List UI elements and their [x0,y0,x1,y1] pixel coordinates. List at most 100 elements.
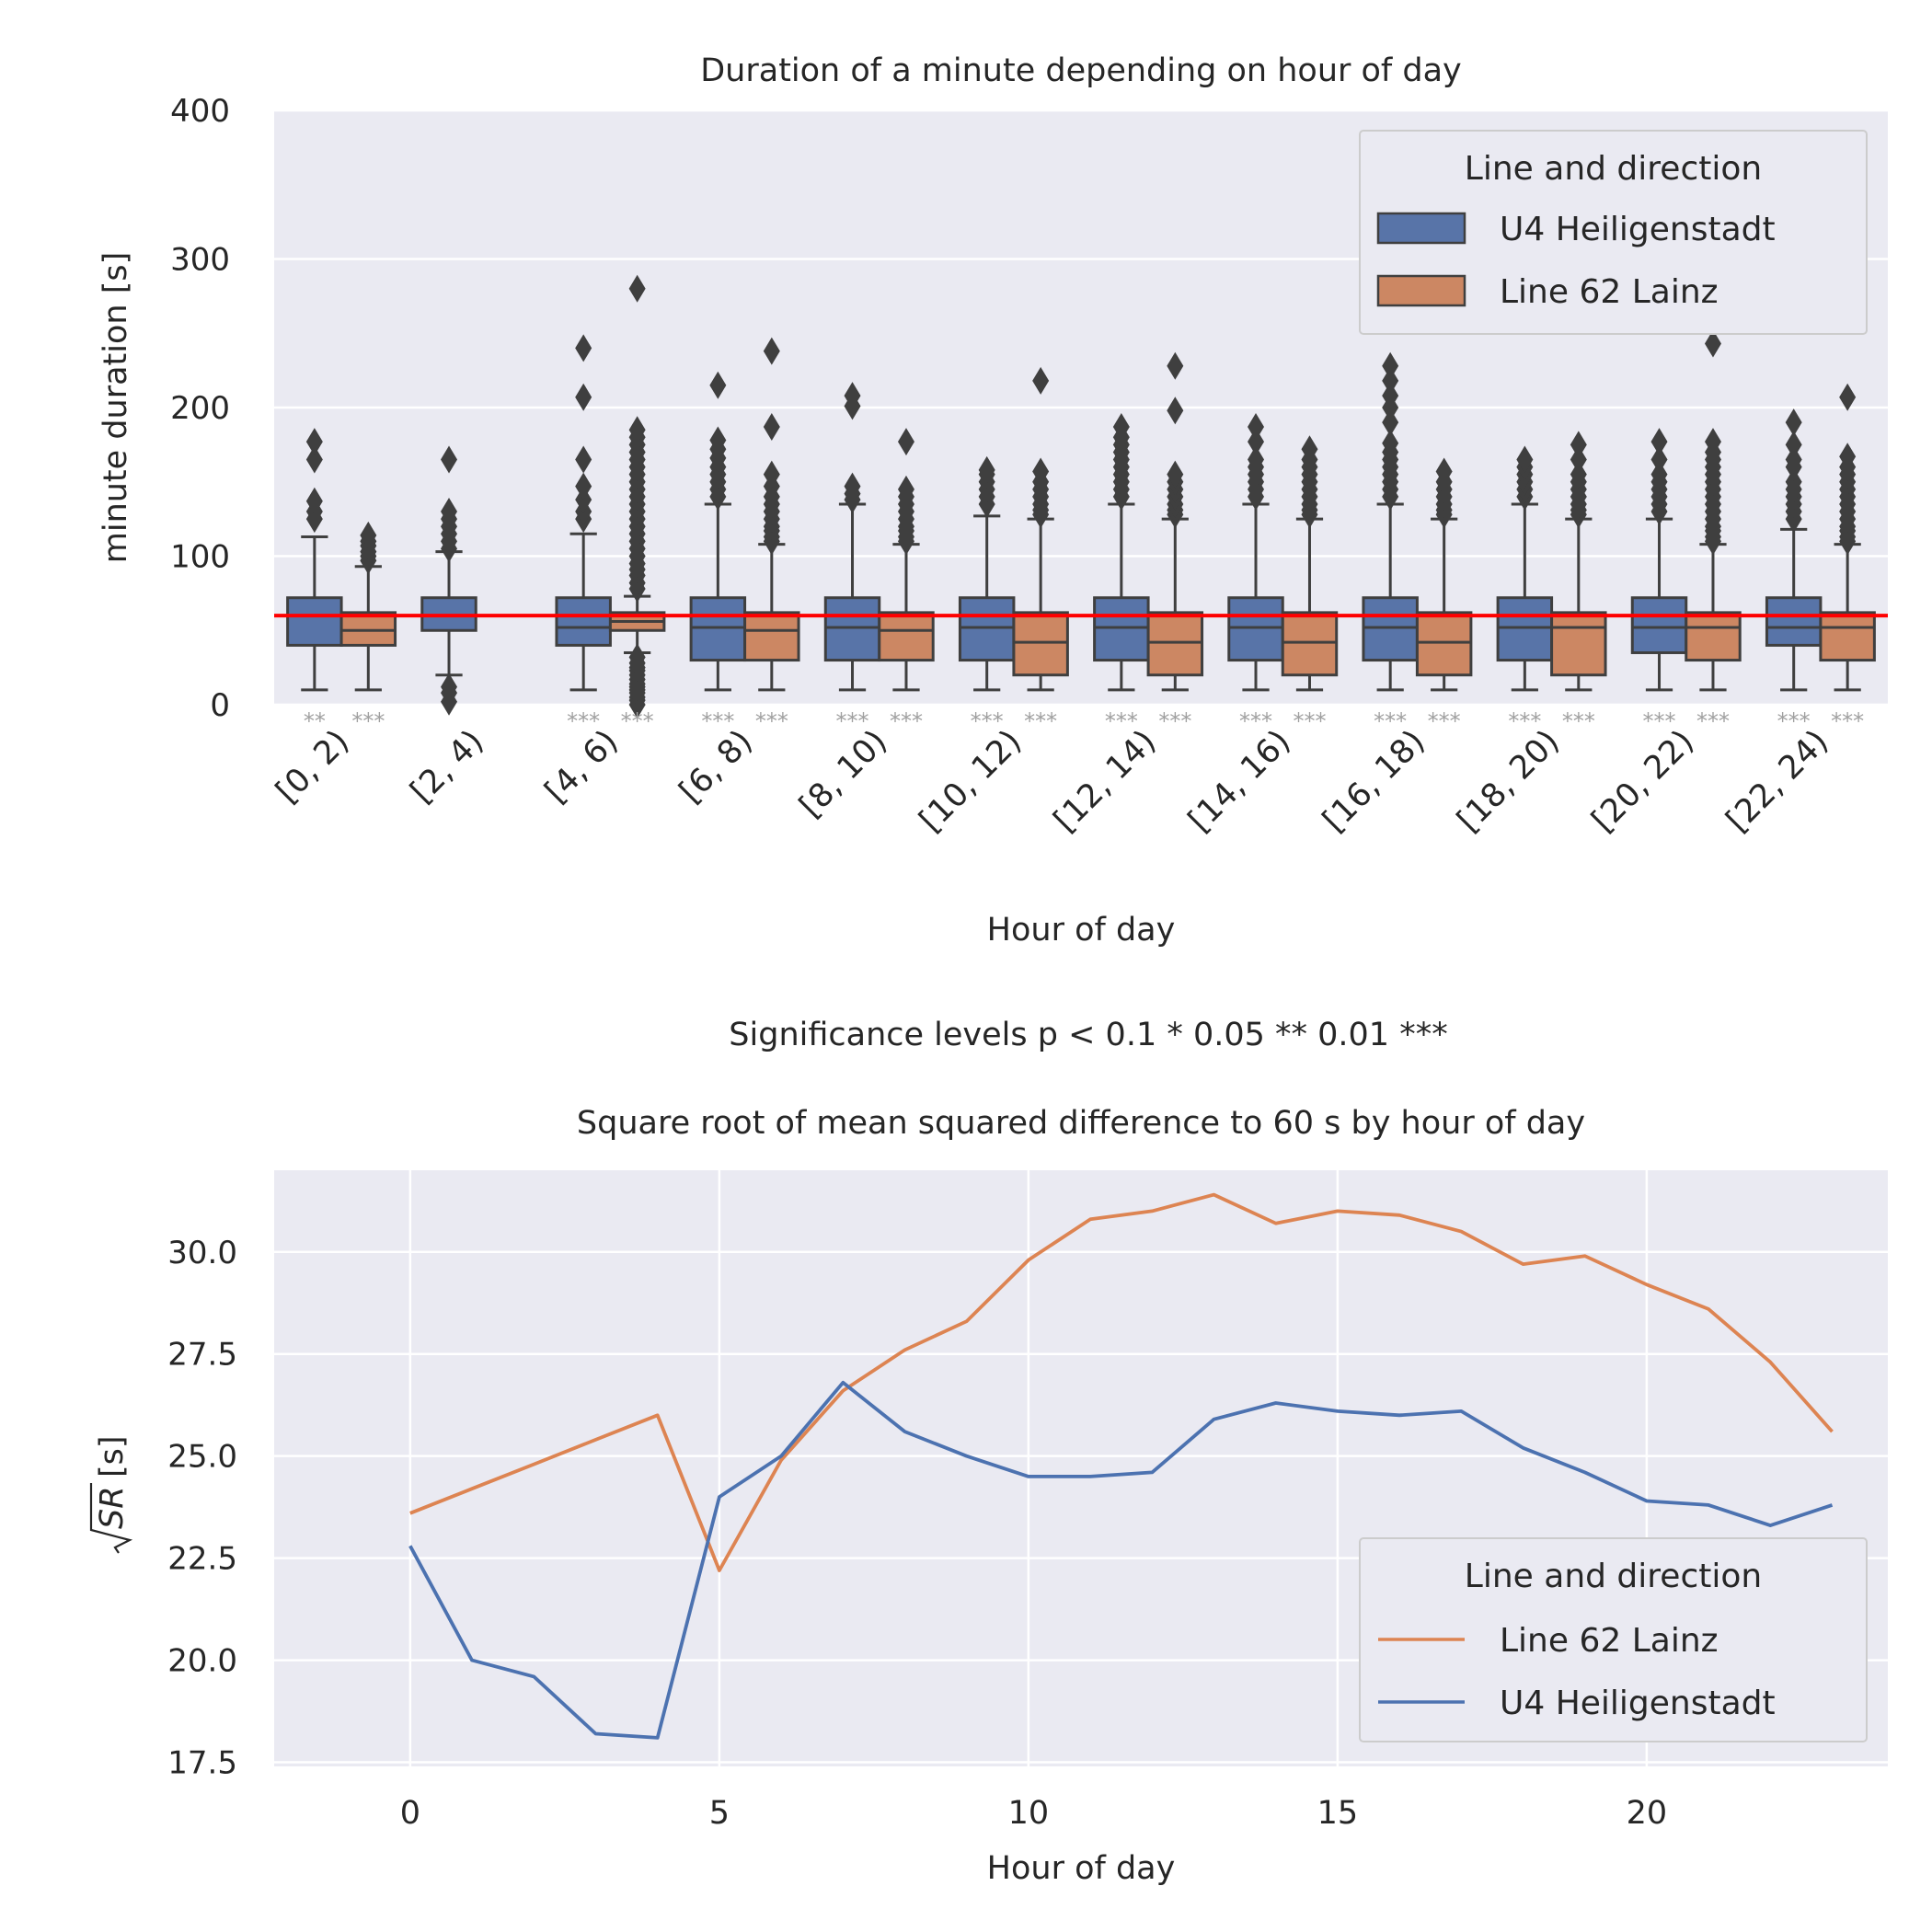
line-gridlines [274,1170,1888,1766]
box-u4 [1227,412,1284,692]
box-iqr [1550,611,1607,677]
box-outlier [1301,435,1318,464]
box-iqr [1765,596,1823,647]
significance-marker: *** [890,708,923,734]
line-x-tick-label: 10 [1008,1795,1050,1832]
box-outlier [897,428,914,456]
box-x-tick-label: [4, 6) [538,723,626,811]
box-outlier [305,487,323,515]
significance-marker: *** [836,708,869,734]
box-x-tick-label: [16, 18) [1316,723,1432,839]
box-iqr [1685,611,1742,662]
line-legend-frame [1359,1537,1868,1742]
box-line62 [1685,329,1742,692]
box-iqr [1362,596,1419,662]
box-iqr [743,611,800,662]
box-outlier [1248,445,1265,474]
box-outlier [1248,428,1265,456]
significance-marker: *** [1293,708,1326,734]
box-u4 [958,455,1016,692]
box-u4 [689,371,747,692]
box-iqr [1496,596,1554,662]
box-y-axis-label: minute duration [s] [98,252,134,564]
significance-markers: ** *** *** *** *** *** *** *** *** *** ****** *** **… [304,708,1864,734]
box-outlier [1382,429,1399,457]
box-x-tick-label: [22, 24) [1719,723,1835,839]
box-outlier [1167,397,1184,425]
box-iqr [1012,611,1069,677]
box-outlier [1839,443,1857,471]
box-outlier [1112,412,1130,441]
box-x-tick-label: [10, 12) [913,723,1029,839]
box-outlier [441,673,458,701]
box-outlier [1785,431,1802,459]
box-x-tick-label: [6, 8) [673,723,760,811]
box-outlier [1839,383,1857,411]
box-outlier [628,274,646,303]
legend-label-u4: U4 Heiligenstadt [1500,1685,1776,1722]
line-y-tick-label: 17.5 [167,1745,237,1782]
box-line62 [878,428,935,692]
legend-swatch-line62 [1376,274,1466,307]
line-y-tick-label: 27.5 [167,1337,237,1374]
box-outlier [1650,428,1668,456]
line-y-axis-label: SR [s] [89,1435,133,1554]
line-x-tick-labels: 0 5 10 15 20 [400,1795,1667,1832]
box-u4 [1496,445,1554,692]
y-axis-label-radicand: SR [94,1486,131,1529]
box-line62 [1415,457,1473,692]
box-line62 [339,521,397,692]
box-gridlines [274,109,1888,707]
box-outlier [1570,460,1587,489]
box-x-tick-label: [20, 22) [1585,723,1701,839]
box-outlier [305,428,323,456]
line-chart: 17.5 20.0 22.5 25.0 27.5 30.0 0 5 10 15 20 Square… [89,1105,1888,1887]
significance-marker: *** [1696,708,1730,734]
box-x-axis-label: Hour of day [987,912,1176,949]
box-outlier [1516,445,1534,474]
box-outlier [1382,382,1399,410]
box-line62 [608,274,666,719]
box-outlier [575,472,592,500]
significance-marker: *** [1562,708,1595,734]
significance-marker: *** [567,708,600,734]
box-chart: 0 100 200 300 400 [0, 2) [2, 4) [4, 6) [6, 8) [8… [98,52,1888,949]
box-iqr [1146,611,1204,677]
box-outlier [978,455,995,484]
box-iqr [1227,596,1284,662]
box-outlier [1650,460,1668,489]
box-iqr [555,596,612,647]
box-iqr [1630,596,1688,654]
significance-marker: *** [1374,708,1407,734]
significance-marker: *** [1643,708,1676,734]
box-outlier [1382,408,1399,437]
box-outlier [1032,366,1050,395]
line-y-tick-label: 25.0 [167,1439,237,1476]
significance-marker: *** [1508,708,1541,734]
box-iqr [1415,611,1473,677]
box-line62 [1819,383,1876,692]
significance-marker: *** [1024,708,1057,734]
significance-marker: *** [1428,708,1461,734]
box-outlier [709,426,727,454]
box-outlier [1382,366,1399,395]
box-u4 [555,334,612,692]
box-outlier [897,475,914,503]
box-outlier [1785,445,1802,474]
line-y-tick-label: 30.0 [167,1235,237,1271]
box-outlier [1570,431,1587,459]
box-line62 [1146,351,1204,692]
box-x-tick-label: [18, 20) [1451,723,1567,839]
line-x-tick-label: 20 [1627,1795,1668,1832]
significance-marker: *** [1831,708,1864,734]
significance-marker: *** [621,708,654,734]
significance-marker: ** [304,708,326,734]
box-u4 [823,382,881,692]
box-y-tick-label: 400 [170,93,230,130]
box-outlier [1650,445,1668,474]
line-x-tick-label: 15 [1317,1795,1359,1832]
box-iqr [689,596,747,662]
line-y-tick-labels: 17.5 20.0 22.5 25.0 27.5 30.0 [167,1235,237,1782]
box-iqr [339,611,397,647]
box-x-tick-label: [0, 2) [270,723,357,811]
